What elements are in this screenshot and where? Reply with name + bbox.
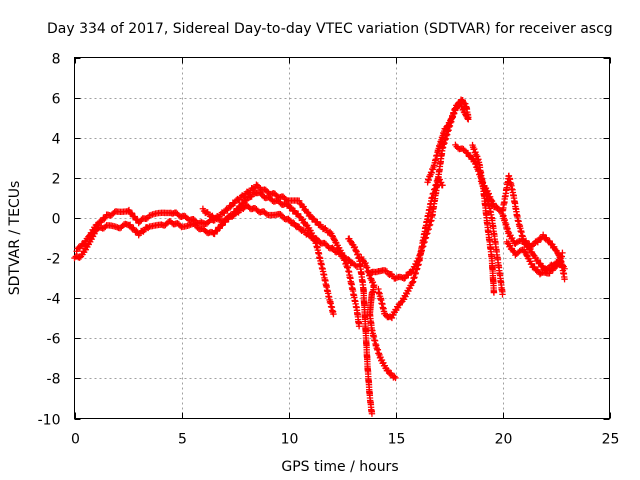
- data-point: [358, 253, 365, 261]
- data-point: [400, 275, 408, 282]
- data-points: [71, 96, 568, 417]
- series-track-10: [469, 141, 498, 296]
- data-point: [405, 272, 412, 279]
- y-tick-label: -2: [47, 252, 61, 268]
- data-point: [287, 203, 294, 211]
- y-tick-label: 4: [52, 132, 61, 148]
- y-tick-label: 6: [52, 92, 61, 108]
- data-point: [76, 254, 83, 261]
- chart-title: Day 334 of 2017, Sidereal Day-to-day VTE…: [47, 21, 613, 37]
- data-point: [465, 114, 472, 121]
- data-point: [559, 249, 566, 257]
- data-point: [380, 359, 387, 366]
- data-point: [340, 252, 347, 259]
- data-point: [296, 197, 303, 204]
- data-point: [313, 235, 320, 242]
- axis-ticks: 0 5 10 15 20 25 -10 -8 -6 -4 -2 0 2 4 6 8: [38, 52, 620, 448]
- data-point: [227, 203, 234, 210]
- data-point: [490, 289, 498, 296]
- series-track-3: [199, 201, 361, 271]
- plot-frame: [74, 57, 610, 419]
- data-point: [531, 263, 538, 271]
- data-point: [523, 252, 530, 259]
- data-point: [462, 100, 469, 107]
- data-point: [309, 215, 317, 222]
- grid: [74, 57, 610, 419]
- data-point: [403, 290, 411, 298]
- data-point: [290, 219, 297, 226]
- x-tick-label: 20: [495, 432, 513, 448]
- x-tick-label: 25: [602, 432, 620, 448]
- data-point: [294, 210, 302, 217]
- data-point: [405, 287, 412, 295]
- series-track-4: [345, 235, 376, 417]
- data-point: [539, 231, 547, 239]
- data-point: [79, 241, 87, 249]
- data-point: [128, 209, 136, 217]
- y-tick-label: 0: [52, 212, 61, 228]
- series-track-8: [424, 96, 472, 186]
- data-point: [522, 249, 529, 256]
- y-axis-label: SDTVAR / TECUs: [7, 181, 23, 296]
- data-point: [240, 205, 247, 212]
- x-axis-label: GPS time / hours: [281, 459, 398, 475]
- y-tick-label: -8: [47, 372, 61, 388]
- y-tick-label: 8: [52, 52, 61, 68]
- series-track-7: [375, 173, 446, 322]
- x-tick-label: 10: [281, 432, 299, 448]
- data-point: [355, 323, 363, 330]
- data-point: [392, 374, 399, 382]
- data-point: [91, 225, 99, 232]
- data-point: [493, 203, 500, 210]
- data-point: [392, 275, 399, 282]
- data-point: [366, 269, 374, 277]
- data-point: [499, 291, 506, 298]
- data-point: [329, 244, 336, 251]
- series-track-2: [73, 181, 363, 330]
- series-track-5: [358, 253, 399, 382]
- y-tick-label: -4: [47, 292, 61, 308]
- data-point: [390, 311, 397, 319]
- data-point: [398, 273, 405, 281]
- series-track-13: [503, 238, 566, 278]
- data-point: [176, 222, 184, 229]
- data-point: [330, 236, 338, 243]
- data-point: [101, 215, 108, 222]
- data-point: [345, 256, 352, 263]
- y-tick-label: 2: [52, 172, 61, 188]
- data-point: [314, 218, 321, 226]
- data-point: [221, 217, 228, 225]
- data-point: [391, 373, 398, 380]
- data-point: [439, 182, 446, 189]
- data-point: [469, 155, 476, 162]
- data-point: [561, 275, 568, 283]
- data-point: [285, 215, 292, 223]
- y-tick-label: -6: [47, 332, 61, 348]
- data-point: [330, 310, 337, 318]
- data-point: [534, 256, 541, 264]
- data-point: [437, 179, 445, 186]
- data-point: [435, 173, 442, 180]
- x-tick-label: 15: [388, 432, 406, 448]
- y-tick-label: -10: [38, 413, 61, 429]
- data-point: [436, 176, 443, 183]
- x-tick-label: 5: [178, 432, 187, 448]
- x-tick-label: 0: [71, 432, 80, 448]
- data-point: [388, 314, 396, 322]
- data-point: [368, 410, 376, 417]
- data-point: [528, 260, 535, 268]
- data-point: [378, 356, 386, 364]
